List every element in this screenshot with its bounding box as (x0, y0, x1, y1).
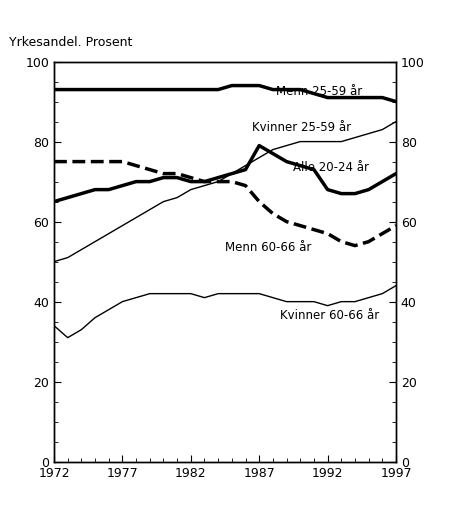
Text: Alle 20-24 år: Alle 20-24 år (293, 161, 369, 174)
Text: Kvinner 60-66 år: Kvinner 60-66 år (280, 309, 379, 322)
Text: Kvinner 25-59 år: Kvinner 25-59 år (252, 121, 351, 134)
Text: Yrkesandel. Prosent: Yrkesandel. Prosent (9, 36, 132, 49)
Text: Menn 25-59 år: Menn 25-59 år (275, 85, 362, 98)
Text: Menn 60-66 år: Menn 60-66 år (225, 241, 311, 254)
